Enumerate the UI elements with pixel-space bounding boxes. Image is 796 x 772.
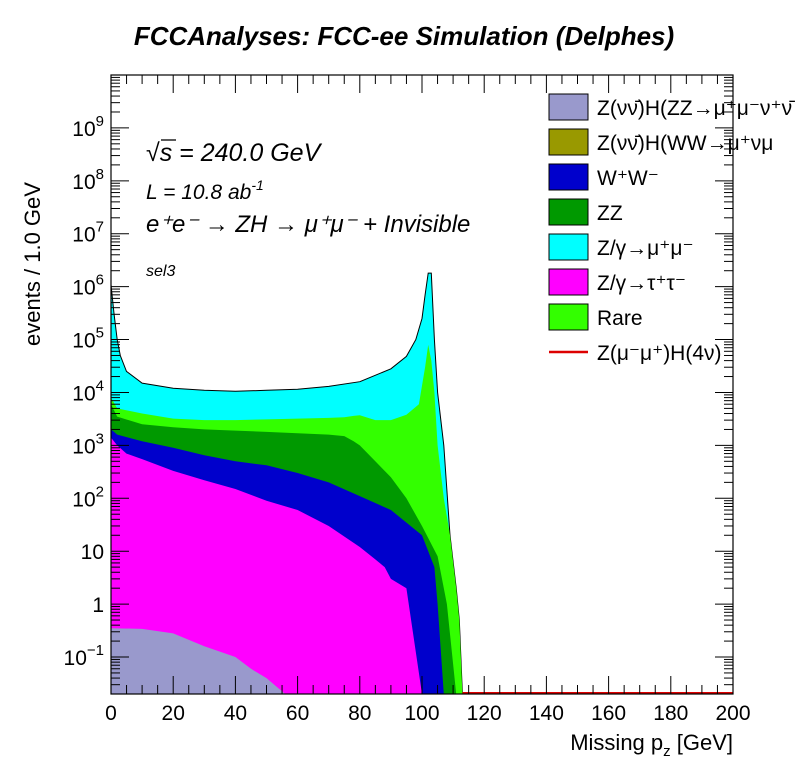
legend-item: ZZ (548, 198, 623, 226)
legend-item: Z/γ→τ⁺τ⁻ (548, 268, 686, 296)
legend-label: Rare (597, 307, 643, 330)
sqrt-s-annotation: √s = 240.0 GeV (146, 139, 323, 167)
x-tick-label: 180 (653, 702, 688, 725)
legend-swatch (548, 163, 589, 191)
legend-item: Z/γ→μ⁺μ⁻ (548, 233, 694, 261)
legend-item: Z(νν̄)H(WW→μ⁺νμ (548, 128, 773, 156)
x-tick-label: 40 (224, 702, 247, 725)
x-tick-label: 80 (348, 702, 371, 725)
legend-swatch (548, 303, 589, 331)
luminosity-annotation: L = 10.8 ab-1 (146, 177, 264, 204)
legend-swatch (548, 233, 589, 261)
legend-label: ZZ (597, 202, 623, 225)
legend-item: W⁺W⁻ (548, 163, 659, 191)
x-tick-labels: 0 20 40 60 80 100 120 140 160 180 200 (105, 702, 750, 725)
x-tick-label: 200 (715, 702, 750, 725)
legend-label: Z/γ→τ⁺τ⁻ (597, 272, 686, 295)
x-axis-label: Missing pz [GeV] (570, 730, 733, 760)
x-tick-label: 140 (529, 702, 564, 725)
legend-label: Z(μ⁻μ⁺)H(4ν) (597, 342, 722, 365)
legend-item: Z(νν̄)H(ZZ→μ⁺μ⁻ν⁺ν̄ (548, 93, 795, 121)
y-tick-label: 105 (72, 325, 104, 353)
legend-item: Rare (548, 303, 643, 331)
x-tick-label: 120 (467, 702, 502, 725)
x-tick-label: 60 (286, 702, 309, 725)
legend-label: Z/γ→μ⁺μ⁻ (597, 237, 694, 260)
legend-item: Z(μ⁻μ⁺)H(4ν) (549, 342, 722, 365)
axis-ticks (110, 75, 734, 695)
legend-label: Z(νν̄)H(WW→μ⁺νμ (597, 132, 773, 155)
legend-swatch (548, 128, 589, 156)
stacked-histograms (111, 272, 733, 694)
y-tick-label: 104 (72, 377, 104, 405)
y-tick-label: 106 (72, 272, 104, 300)
plot-area: 10−1 1 10 102 103 104 105 106 107 108 109 0 20 40 60 8… (64, 74, 751, 725)
y-axis-label: events / 1.0 GeV (20, 182, 45, 346)
legend-swatch (548, 268, 589, 296)
legend: Z(νν̄)H(ZZ→μ⁺μ⁻ν⁺ν̄ Z(νν̄)H(WW→μ⁺νμ W⁺W⁻ ZZ… (548, 93, 795, 365)
y-tick-label: 102 (72, 483, 104, 511)
y-tick-label: 108 (72, 166, 104, 194)
x-tick-label: 0 (105, 702, 117, 725)
legend-swatch (548, 93, 589, 121)
y-tick-label: 109 (72, 113, 104, 141)
y-tick-label: 103 (72, 430, 104, 458)
y-tick-label: 10 (81, 541, 104, 564)
selection-annotation: sel3 (146, 263, 175, 280)
legend-swatch (548, 198, 589, 226)
legend-label: Z(νν̄)H(ZZ→μ⁺μ⁻ν⁺ν̄ (597, 97, 795, 120)
y-tick-label: 1 (92, 594, 104, 617)
x-tick-label: 100 (404, 702, 439, 725)
process-annotation: e⁺e⁻ → ZH → μ⁺μ⁻ + Invisible (146, 211, 470, 238)
y-tick-labels: 10−1 1 10 102 103 104 105 106 107 108 109 (64, 113, 104, 670)
series-Z/γ→τ⁺τ⁻ (111, 437, 733, 694)
y-tick-label: 10−1 (64, 642, 104, 670)
legend-label: W⁺W⁻ (597, 167, 659, 190)
chart-title: FCCAnalyses: FCC-ee Simulation (Delphes) (134, 21, 674, 51)
annotations: √s = 240.0 GeV L = 10.8 ab-1 e⁺e⁻ → ZH →… (146, 139, 470, 280)
y-tick-label: 107 (72, 219, 104, 247)
x-tick-label: 20 (162, 702, 185, 725)
x-tick-label: 160 (591, 702, 626, 725)
